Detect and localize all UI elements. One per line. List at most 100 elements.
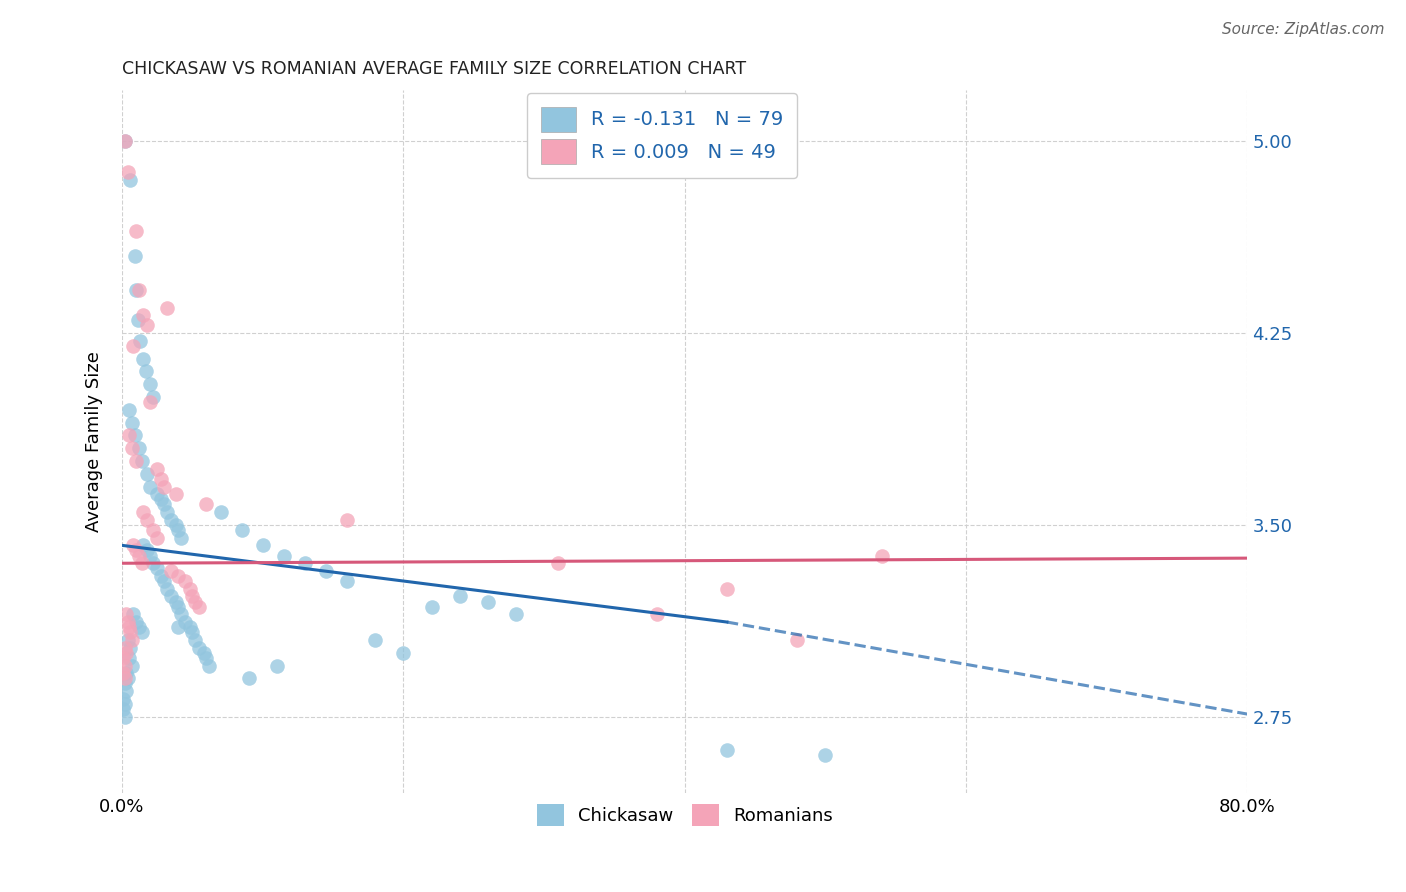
Legend: Chickasaw, Romanians: Chickasaw, Romanians: [530, 797, 839, 833]
Point: [129, 334, 152, 348]
Point: [120, 173, 142, 187]
Point: [115, 684, 138, 698]
Point: [167, 599, 190, 614]
Point: [195, 650, 218, 665]
Point: [128, 549, 150, 563]
Point: [153, 574, 176, 589]
Point: [131, 556, 153, 570]
Point: [118, 402, 141, 417]
Point: [167, 620, 190, 634]
Point: [174, 615, 197, 629]
Y-axis label: Average Family Size: Average Family Size: [86, 351, 103, 533]
Point: [114, 658, 136, 673]
Point: [167, 523, 190, 537]
Point: [188, 599, 211, 614]
Point: [114, 676, 136, 690]
Point: [184, 594, 207, 608]
Point: [139, 395, 162, 409]
Point: [114, 135, 136, 149]
Point: [294, 556, 316, 570]
Point: [167, 569, 190, 583]
Point: [716, 582, 738, 596]
Point: [112, 702, 135, 716]
Point: [122, 607, 145, 622]
Point: [150, 492, 173, 507]
Point: [160, 513, 183, 527]
Point: [716, 743, 738, 757]
Point: [131, 625, 153, 640]
Point: [336, 574, 359, 589]
Point: [125, 224, 148, 238]
Point: [136, 467, 159, 481]
Point: [142, 523, 165, 537]
Point: [814, 747, 837, 762]
Point: [112, 691, 135, 706]
Point: [392, 646, 415, 660]
Point: [136, 318, 159, 333]
Point: [315, 564, 337, 578]
Point: [115, 666, 138, 681]
Point: [125, 283, 148, 297]
Point: [252, 538, 274, 552]
Point: [174, 574, 197, 589]
Point: [132, 505, 155, 519]
Point: [179, 582, 201, 596]
Point: [547, 556, 569, 570]
Point: [170, 531, 193, 545]
Point: [179, 620, 201, 634]
Point: [870, 549, 893, 563]
Point: [193, 646, 215, 660]
Point: [128, 441, 150, 455]
Point: [184, 632, 207, 647]
Point: [165, 487, 187, 501]
Point: [112, 650, 135, 665]
Point: [165, 594, 187, 608]
Point: [117, 671, 139, 685]
Point: [121, 658, 143, 673]
Point: [118, 620, 141, 634]
Point: [150, 472, 173, 486]
Text: Source: ZipAtlas.com: Source: ZipAtlas.com: [1222, 22, 1385, 37]
Point: [273, 549, 295, 563]
Point: [136, 513, 159, 527]
Point: [156, 582, 179, 596]
Point: [125, 543, 148, 558]
Point: [153, 498, 176, 512]
Point: [120, 640, 142, 655]
Point: [114, 697, 136, 711]
Point: [156, 505, 179, 519]
Point: [420, 599, 443, 614]
Point: [128, 283, 150, 297]
Point: [118, 650, 141, 665]
Point: [122, 339, 145, 353]
Point: [114, 135, 136, 149]
Point: [114, 709, 136, 723]
Point: [364, 632, 387, 647]
Point: [117, 615, 139, 629]
Point: [146, 531, 169, 545]
Point: [114, 671, 136, 685]
Point: [135, 364, 157, 378]
Point: [209, 505, 232, 519]
Point: [121, 441, 143, 455]
Point: [125, 454, 148, 468]
Point: [114, 640, 136, 655]
Point: [449, 590, 471, 604]
Point: [139, 479, 162, 493]
Point: [117, 632, 139, 647]
Point: [645, 607, 668, 622]
Point: [146, 561, 169, 575]
Point: [477, 594, 499, 608]
Point: [117, 165, 139, 179]
Point: [336, 513, 359, 527]
Point: [115, 646, 138, 660]
Point: [195, 498, 218, 512]
Point: [131, 454, 153, 468]
Point: [124, 249, 146, 263]
Point: [146, 487, 169, 501]
Point: [118, 428, 141, 442]
Point: [136, 543, 159, 558]
Point: [505, 607, 527, 622]
Point: [142, 556, 165, 570]
Point: [124, 428, 146, 442]
